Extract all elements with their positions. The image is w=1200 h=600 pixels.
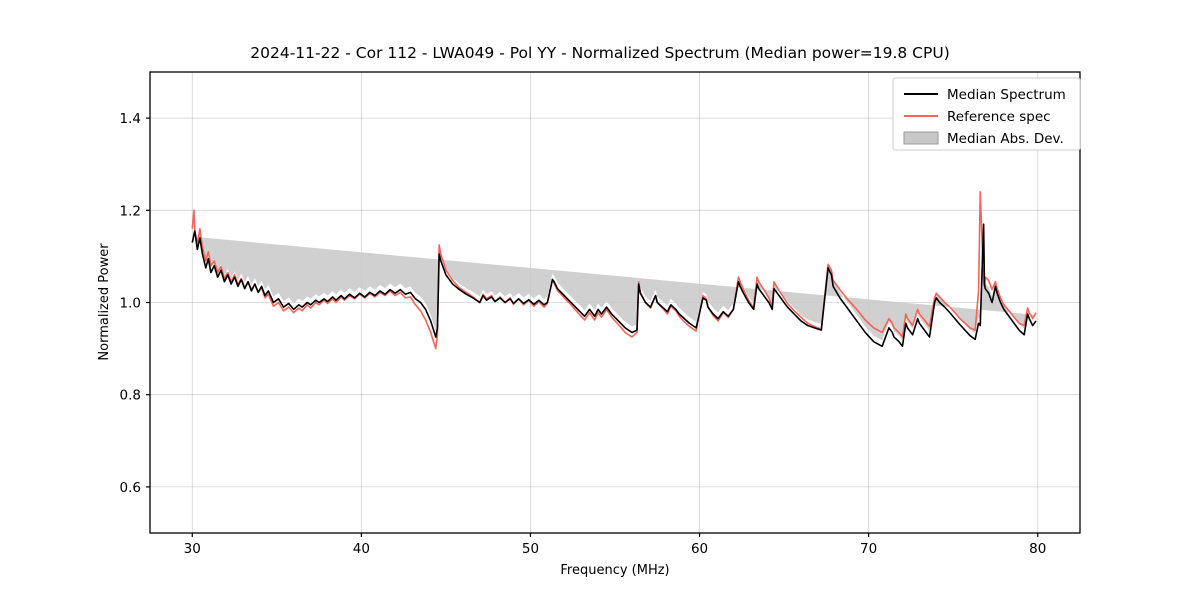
median-abs-dev-band: [192, 218, 1037, 341]
legend[interactable]: Median Spectrum Reference spec Median Abs.…: [892, 77, 1081, 151]
x-tick-label: 40: [353, 541, 370, 557]
y-tick-label: 0.6: [120, 480, 141, 496]
legend-item-label[interactable]: Median Abs. Dev.: [947, 131, 1064, 147]
x-tick-label: 60: [691, 541, 708, 557]
legend-swatch-mad: [903, 131, 939, 145]
legend-item-label[interactable]: Median Spectrum: [947, 87, 1066, 103]
median-spectrum-path: [191, 223, 1037, 348]
x-axis-label: Frequency (MHz): [560, 563, 669, 578]
legend-box: [892, 77, 1081, 151]
mad-band-area: [192, 218, 1037, 341]
y-tick-label: 1.2: [120, 203, 141, 219]
x-tick-label: 30: [184, 541, 201, 557]
x-tick-label: 80: [1029, 541, 1046, 557]
x-tick-label: 50: [522, 541, 539, 557]
reference-spec-line: [191, 191, 1037, 350]
x-tick-label: 70: [860, 541, 877, 557]
reference-spec-path: [191, 191, 1037, 350]
x-axis-ticks: 30 40 50 60 70 80: [184, 533, 1046, 557]
y-tick-label: 1.4: [120, 111, 141, 127]
page-title: 2024-11-22 - Cor 112 - LWA049 - Pol YY -…: [250, 44, 950, 62]
y-axis-ticks: 0.6 0.8 1.0 1.2 1.4: [120, 111, 150, 496]
legend-item-label[interactable]: Reference spec: [947, 109, 1051, 125]
y-tick-label: 0.8: [120, 388, 141, 404]
y-tick-label: 1.0: [120, 296, 141, 312]
y-axis-label: Normalized Power: [97, 243, 112, 361]
median-spectrum-line: [191, 223, 1037, 348]
